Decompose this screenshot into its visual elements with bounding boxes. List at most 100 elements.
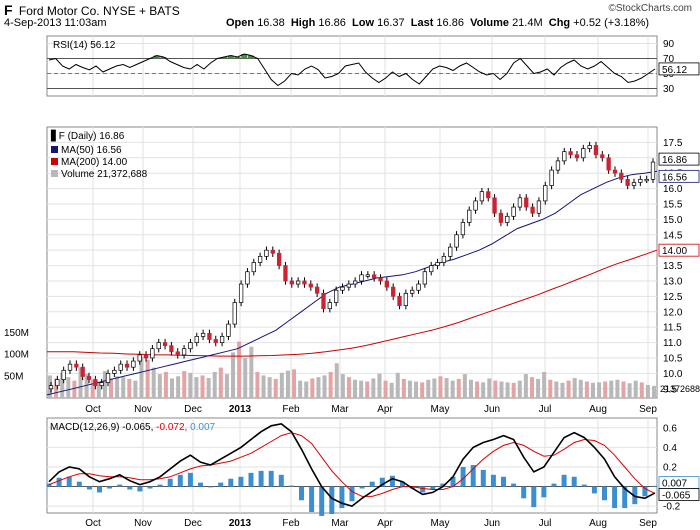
volume-axis-label: 50M (4, 371, 23, 382)
price-candle-body (200, 332, 206, 337)
volume-bar (206, 378, 211, 398)
volume-bar (560, 382, 565, 398)
price-candle-body (650, 161, 656, 180)
volume-bar (365, 381, 370, 398)
macd-histogram-bar (420, 486, 426, 493)
price-candle-body (283, 265, 288, 282)
price-candle-body (422, 271, 428, 285)
macd-xtick-label: Jun (484, 518, 500, 529)
macd-histogram-bar (157, 484, 163, 487)
rsi-last-value-box (658, 62, 700, 76)
macd-histogram-bar (531, 486, 537, 508)
macd-histogram-bar (622, 486, 628, 509)
stockcharts-logo[interactable]: ©StockCharts.com (608, 3, 692, 14)
price-candle-body (232, 302, 237, 325)
volume-bar (462, 374, 467, 398)
rsi-overbought-fill (160, 57, 167, 59)
macd-last-value: -0.065 (662, 491, 691, 502)
rsi-ytick-label: 90 (663, 39, 675, 50)
macd-histogram-bar (218, 482, 224, 487)
high-value: 16.86 (318, 17, 346, 29)
macd-histogram-bar (117, 484, 123, 487)
ma200-last-value: 14.00 (662, 246, 687, 257)
company-name: Ford Motor Co. (18, 4, 100, 18)
price-candle-body (264, 249, 269, 257)
rsi-panel (46, 35, 658, 97)
price-candle-body (112, 369, 117, 374)
volume-bar (566, 380, 571, 398)
last-label: Last (410, 17, 434, 29)
chart-title: F Ford Motor Co. NYSE + BATS (4, 2, 180, 18)
volume-bar (261, 375, 266, 398)
volume-bar (407, 380, 412, 398)
macd-xtick-label: May (431, 518, 450, 529)
ma200-last-value-box (658, 243, 700, 257)
price-candle-body (137, 354, 142, 362)
macd-ytick-label: 0.6 (663, 423, 677, 434)
price-legend-ma200: MA(200) 14.00 (61, 157, 128, 168)
macd-histogram-bar (309, 486, 315, 513)
volume-bar (395, 372, 400, 398)
volume-axis-label: 150M (4, 328, 29, 339)
price-candle-body (327, 302, 332, 310)
macd-histogram-bar (501, 476, 506, 487)
macd-ytick-label: 0.2 (663, 462, 677, 473)
volume-bar (529, 377, 534, 398)
macd-histogram-bar (561, 474, 567, 487)
volume-bar (505, 382, 510, 398)
rsi-overbought-fill (227, 55, 234, 59)
volume-bar (652, 385, 656, 398)
price-candle-body (536, 200, 542, 214)
exchange-name: NYSE + BATS (102, 4, 180, 18)
volume-bar (115, 376, 120, 398)
volume-bar (542, 371, 547, 398)
volume-bar (609, 380, 614, 398)
ma200-line (47, 249, 658, 357)
macd-histogram-bar (107, 486, 113, 489)
volume-bar (102, 371, 107, 398)
price-candle-body (448, 246, 453, 257)
volume-bar (96, 381, 101, 398)
open-value: 16.38 (257, 17, 285, 29)
price-ytick-label: 15.0 (663, 215, 683, 226)
price-candle-body (289, 280, 294, 285)
price-ytick-label: 15.5 (663, 199, 683, 210)
volume-bar (322, 375, 327, 398)
rsi-overbought-fill (248, 55, 254, 59)
price-candle-body (638, 179, 643, 183)
price-xtick-label: Feb (282, 404, 300, 415)
volume-bar (383, 380, 388, 398)
volume-bar (584, 381, 589, 398)
macd-histogram-bar (450, 476, 456, 487)
price-candle-body (562, 151, 567, 162)
volume-bar (182, 371, 187, 398)
price-candle-body (105, 373, 111, 383)
rsi-overbought-fill (234, 57, 241, 59)
price-legend-volume: Volume 21,372,688 (61, 169, 148, 180)
price-ytick-label: 9.5 (663, 384, 677, 395)
volume-bar (346, 377, 351, 398)
price-candle-body (372, 274, 377, 279)
volume-bar (481, 382, 486, 398)
price-candle-body (156, 342, 161, 350)
price-candle-body (530, 206, 535, 214)
volume-bar (304, 381, 309, 398)
price-candle-body (397, 296, 402, 306)
rsi-overbought-fill (241, 54, 248, 59)
price-candle-body (93, 379, 98, 387)
low-value: 16.37 (377, 17, 405, 29)
volume-bar (493, 380, 498, 398)
volume-bar (468, 379, 473, 398)
price-ytick-label: 17.5 (663, 138, 683, 149)
macd-histogram-bar (460, 466, 466, 487)
price-candle-body (498, 212, 504, 223)
macd-histogram-bar (359, 486, 365, 489)
price-candle-body (524, 197, 529, 208)
volume-bar (249, 346, 254, 398)
price-xtick-label: Jul (539, 404, 552, 415)
volume-bar (188, 372, 193, 398)
volume-bar (536, 378, 541, 398)
price-candle-body (219, 336, 225, 343)
macd-histogram-bar (490, 474, 496, 487)
macd-histogram-bar (511, 483, 517, 487)
